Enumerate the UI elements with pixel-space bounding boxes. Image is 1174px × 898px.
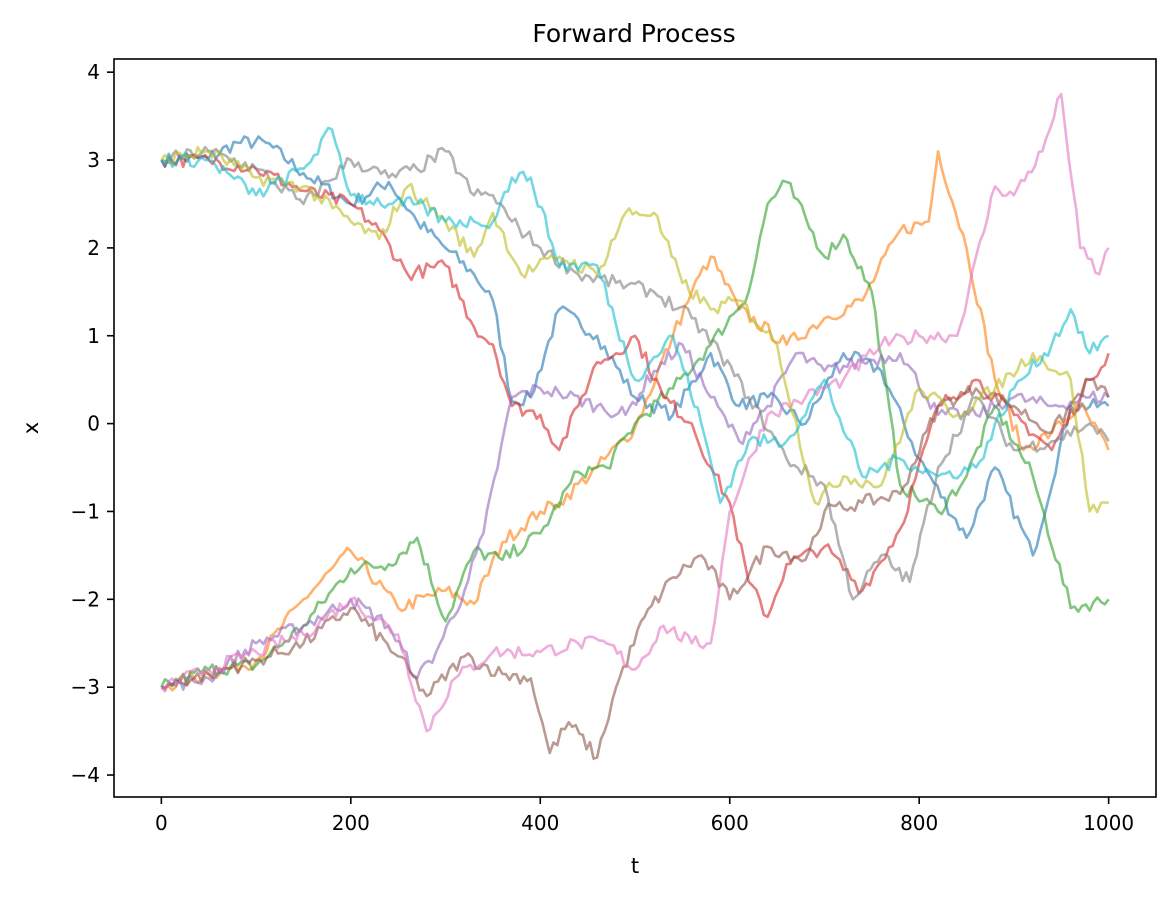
y-tick-label: 1 bbox=[87, 324, 100, 348]
series-line-10 bbox=[160, 126, 1110, 504]
y-tick-label: 4 bbox=[87, 60, 100, 84]
y-tick-label: 0 bbox=[87, 412, 100, 436]
x-tick-label: 1000 bbox=[1083, 811, 1134, 835]
series-line-3 bbox=[160, 179, 1110, 688]
y-tick-label: 2 bbox=[87, 236, 100, 260]
x-axis-ticks: 0 200 400 600 800 1000 bbox=[155, 797, 1134, 835]
y-tick-label: −3 bbox=[71, 675, 100, 699]
series-line-9 bbox=[160, 145, 1109, 514]
series-line-7 bbox=[160, 92, 1110, 733]
y-tick-label: −4 bbox=[71, 763, 100, 787]
x-tick-label: 800 bbox=[900, 811, 938, 835]
series-line-5 bbox=[161, 341, 1110, 691]
plot-frame bbox=[113, 58, 1157, 798]
y-tick-label: −1 bbox=[71, 499, 100, 523]
x-tick-label: 0 bbox=[155, 811, 168, 835]
x-tick-label: 600 bbox=[711, 811, 749, 835]
y-axis-ticks: −4 −3 −2 −1 0 1 2 3 4 bbox=[71, 60, 114, 787]
series-layer bbox=[160, 92, 1110, 760]
y-tick-label: 3 bbox=[87, 148, 100, 172]
x-tick-label: 400 bbox=[521, 811, 559, 835]
y-tick-label: −2 bbox=[71, 587, 100, 611]
y-axis-label: x bbox=[19, 422, 43, 434]
x-axis-label: t bbox=[631, 854, 639, 878]
series-line-6 bbox=[160, 377, 1110, 760]
chart-title: Forward Process bbox=[532, 19, 735, 48]
x-tick-label: 200 bbox=[332, 811, 370, 835]
series-line-1 bbox=[160, 135, 1110, 557]
